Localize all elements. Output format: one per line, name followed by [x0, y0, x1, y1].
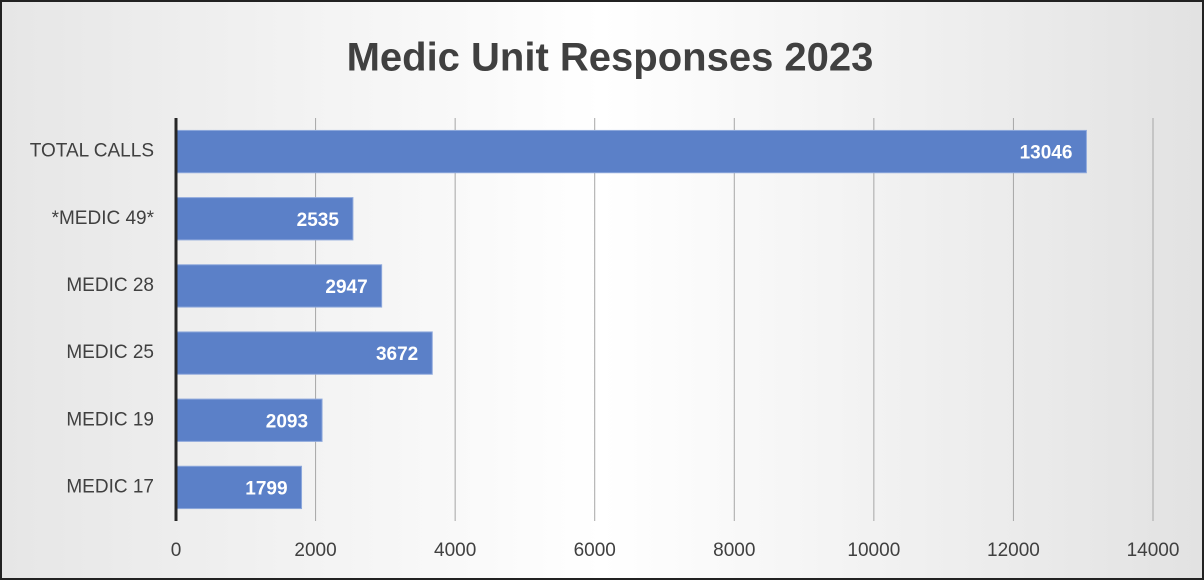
- bar: [175, 465, 303, 510]
- x-tick-label: 8000: [713, 540, 755, 561]
- data-label: 13046: [1020, 143, 1073, 164]
- chart-title: Medic Unit Responses 2023: [347, 36, 874, 80]
- data-label: 2947: [325, 277, 367, 298]
- bar: [175, 129, 1087, 174]
- x-tick-label: 0: [171, 540, 182, 561]
- x-tick-label: 14000: [1127, 540, 1180, 561]
- y-tick-label: MEDIC 19: [66, 409, 154, 430]
- y-tick-label: MEDIC 28: [66, 275, 154, 296]
- x-tick-label: 2000: [294, 540, 336, 561]
- y-tick-label: MEDIC 25: [66, 342, 154, 363]
- bar: [175, 398, 323, 442]
- x-tick-label: 10000: [847, 540, 900, 561]
- x-tick-label: 6000: [574, 540, 616, 561]
- y-tick-label: TOTAL CALLS: [30, 141, 154, 162]
- data-label: 1799: [245, 478, 287, 499]
- y-tick-label: *MEDIC 49*: [52, 208, 155, 229]
- bar: [175, 264, 383, 308]
- bar: [175, 197, 354, 241]
- x-tick-label: 12000: [987, 540, 1040, 561]
- y-tick-label: MEDIC 17: [66, 476, 154, 497]
- x-tick-label: 4000: [434, 540, 476, 561]
- data-label: 2093: [266, 411, 308, 432]
- data-label: 3672: [376, 344, 418, 365]
- data-label: 2535: [297, 210, 340, 231]
